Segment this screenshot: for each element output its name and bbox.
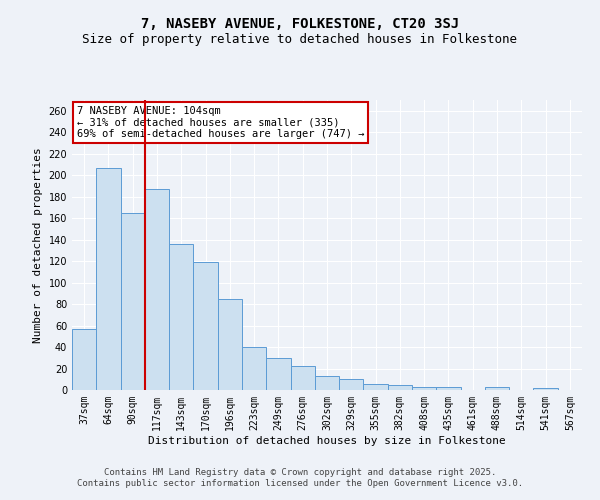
- Text: Size of property relative to detached houses in Folkestone: Size of property relative to detached ho…: [83, 32, 517, 46]
- Bar: [339, 380, 364, 390]
- Bar: [145, 189, 169, 390]
- Bar: [533, 388, 558, 390]
- Bar: [436, 387, 461, 390]
- Bar: [266, 358, 290, 390]
- Bar: [242, 347, 266, 390]
- X-axis label: Distribution of detached houses by size in Folkestone: Distribution of detached houses by size …: [148, 436, 506, 446]
- Bar: [218, 298, 242, 390]
- Bar: [169, 244, 193, 390]
- Text: 7 NASEBY AVENUE: 104sqm
← 31% of detached houses are smaller (335)
69% of semi-d: 7 NASEBY AVENUE: 104sqm ← 31% of detache…: [77, 106, 365, 139]
- Text: 7, NASEBY AVENUE, FOLKESTONE, CT20 3SJ: 7, NASEBY AVENUE, FOLKESTONE, CT20 3SJ: [141, 18, 459, 32]
- Bar: [121, 213, 145, 390]
- Bar: [315, 376, 339, 390]
- Bar: [364, 384, 388, 390]
- Bar: [388, 384, 412, 390]
- Bar: [485, 387, 509, 390]
- Bar: [72, 329, 96, 390]
- Y-axis label: Number of detached properties: Number of detached properties: [33, 147, 43, 343]
- Bar: [290, 366, 315, 390]
- Bar: [193, 262, 218, 390]
- Bar: [412, 387, 436, 390]
- Bar: [96, 168, 121, 390]
- Text: Contains HM Land Registry data © Crown copyright and database right 2025.
Contai: Contains HM Land Registry data © Crown c…: [77, 468, 523, 487]
